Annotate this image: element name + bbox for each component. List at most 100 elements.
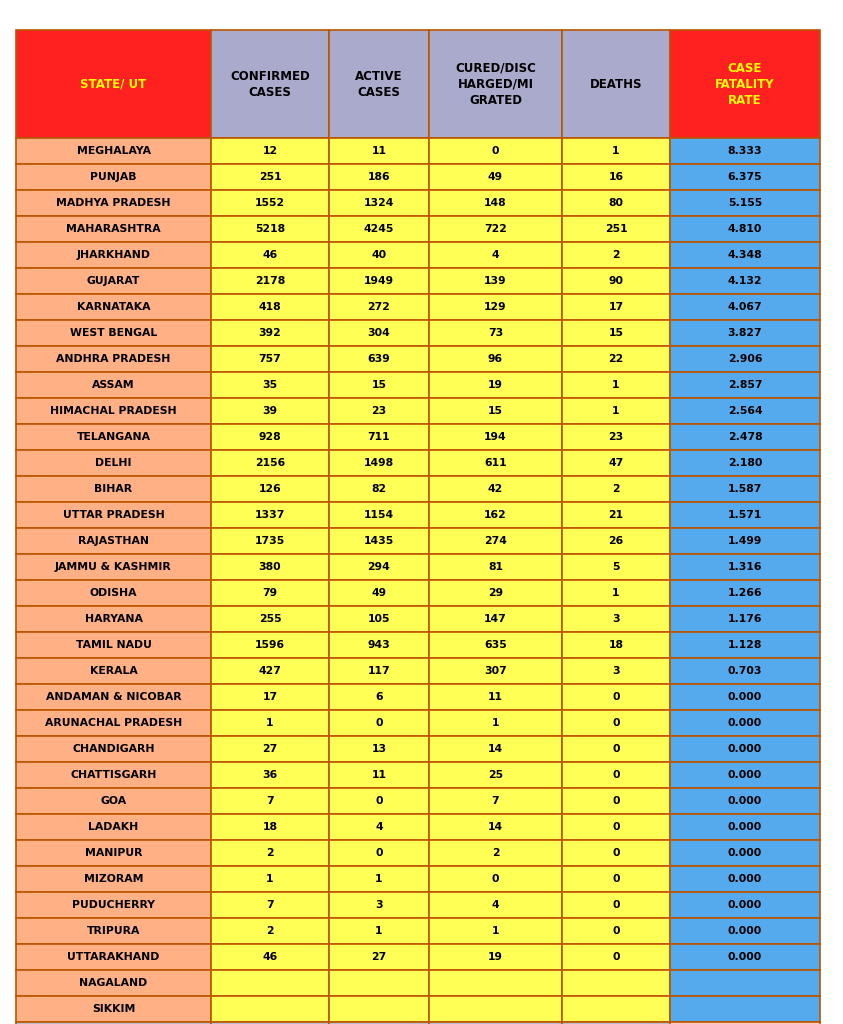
Text: 2: 2 <box>266 848 274 858</box>
Text: SIKKIM: SIKKIM <box>92 1004 135 1014</box>
Bar <box>562 866 670 892</box>
Bar <box>562 190 670 216</box>
Bar <box>329 398 429 424</box>
Text: 1: 1 <box>612 146 620 156</box>
Text: 2: 2 <box>266 926 274 936</box>
Bar <box>562 476 670 502</box>
Bar <box>562 892 670 918</box>
Bar <box>670 502 820 528</box>
Text: MANIPUR: MANIPUR <box>85 848 142 858</box>
Text: BIHAR: BIHAR <box>94 484 132 494</box>
Bar <box>16 762 211 788</box>
Text: 1: 1 <box>375 926 383 936</box>
Text: 4.348: 4.348 <box>728 250 762 260</box>
Text: 7: 7 <box>491 796 499 806</box>
Bar <box>211 476 329 502</box>
Bar <box>670 736 820 762</box>
Bar <box>329 1022 429 1024</box>
Text: ODISHA: ODISHA <box>89 588 137 598</box>
Bar <box>562 996 670 1022</box>
Bar <box>670 710 820 736</box>
Text: 1.176: 1.176 <box>728 614 762 624</box>
Bar <box>562 554 670 580</box>
Bar <box>329 970 429 996</box>
Text: 96: 96 <box>488 354 503 364</box>
Bar <box>429 684 562 710</box>
Bar <box>562 424 670 450</box>
Bar <box>329 528 429 554</box>
Bar <box>329 268 429 294</box>
Bar <box>16 632 211 658</box>
Text: 0: 0 <box>612 952 620 962</box>
Text: 5: 5 <box>612 562 620 572</box>
Text: 5.155: 5.155 <box>728 198 762 208</box>
Bar <box>329 294 429 319</box>
Text: 0: 0 <box>612 900 620 910</box>
Bar <box>16 528 211 554</box>
Bar <box>329 372 429 398</box>
Text: 40: 40 <box>372 250 387 260</box>
Bar <box>16 554 211 580</box>
Bar <box>16 918 211 944</box>
Bar <box>429 710 562 736</box>
Text: 304: 304 <box>368 328 390 338</box>
Text: 307: 307 <box>484 666 507 676</box>
Text: 1: 1 <box>612 380 620 390</box>
Text: 46: 46 <box>262 952 277 962</box>
Bar <box>16 710 211 736</box>
Bar <box>16 814 211 840</box>
Text: 635: 635 <box>484 640 507 650</box>
Bar <box>329 138 429 164</box>
Bar <box>16 398 211 424</box>
Bar <box>16 840 211 866</box>
Text: 3: 3 <box>375 900 383 910</box>
Bar <box>562 528 670 554</box>
Text: 42: 42 <box>488 484 503 494</box>
Text: 4.067: 4.067 <box>728 302 762 312</box>
Bar <box>429 476 562 502</box>
Bar <box>329 866 429 892</box>
Bar <box>16 424 211 450</box>
Text: NAGALAND: NAGALAND <box>79 978 148 988</box>
Bar <box>16 190 211 216</box>
Bar <box>670 164 820 190</box>
Bar <box>429 424 562 450</box>
Text: 14: 14 <box>488 822 503 831</box>
Text: PUNJAB: PUNJAB <box>90 172 137 182</box>
Text: 711: 711 <box>368 432 390 442</box>
Bar <box>16 164 211 190</box>
Bar <box>329 319 429 346</box>
Text: 943: 943 <box>368 640 390 650</box>
Text: 1: 1 <box>491 926 499 936</box>
Bar <box>329 476 429 502</box>
Bar <box>670 476 820 502</box>
Text: 6.375: 6.375 <box>728 172 762 182</box>
Text: GUJARAT: GUJARAT <box>87 276 140 286</box>
Bar <box>211 788 329 814</box>
Text: 49: 49 <box>488 172 503 182</box>
Text: KERALA: KERALA <box>89 666 137 676</box>
Text: CONFIRMED
CASES: CONFIRMED CASES <box>230 70 310 98</box>
Text: RAJASTHAN: RAJASTHAN <box>78 536 149 546</box>
Bar <box>670 554 820 580</box>
Bar <box>16 450 211 476</box>
Bar <box>562 944 670 970</box>
Text: 1596: 1596 <box>255 640 285 650</box>
Text: 1.266: 1.266 <box>728 588 762 598</box>
Bar <box>211 346 329 372</box>
Text: 272: 272 <box>368 302 390 312</box>
Bar <box>429 242 562 268</box>
Bar <box>670 996 820 1022</box>
Bar <box>429 580 562 606</box>
Bar <box>670 294 820 319</box>
Text: 0: 0 <box>491 146 499 156</box>
Bar <box>562 762 670 788</box>
Bar <box>16 736 211 762</box>
Text: 14: 14 <box>488 744 503 754</box>
Bar <box>670 268 820 294</box>
Bar <box>16 476 211 502</box>
Text: 8.333: 8.333 <box>728 146 762 156</box>
Bar <box>670 450 820 476</box>
Text: 162: 162 <box>484 510 507 520</box>
Text: 3.827: 3.827 <box>728 328 762 338</box>
